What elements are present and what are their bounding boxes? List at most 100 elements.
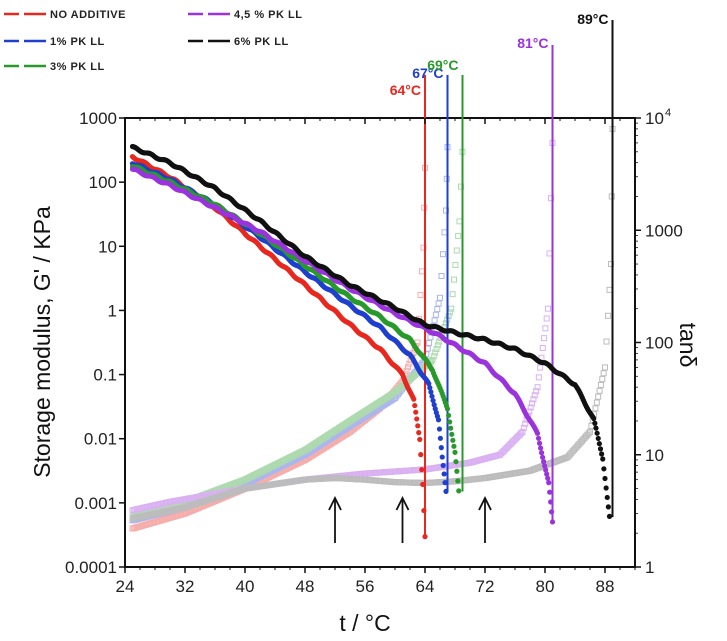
- storage-modulus-point: [605, 504, 611, 510]
- storage-modulus-point: [535, 435, 542, 441]
- series-tan-delta-4: [129, 125, 616, 522]
- tan-delta-point: [605, 312, 611, 319]
- x-tick-label: 80: [536, 577, 555, 596]
- y-right-tick-label: 1: [645, 558, 654, 577]
- storage-modulus-point: [416, 430, 422, 436]
- gel-temperature-label: 81°C: [517, 35, 548, 51]
- storage-modulus-point: [437, 435, 443, 441]
- y-left-axis-title: Storage modulus, G' / KPa: [29, 206, 55, 478]
- x-tick-label: 40: [236, 577, 255, 596]
- storage-modulus-point: [441, 471, 447, 477]
- legend: NO ADDITIVE 1% PK LL 3% PK LL 4,5 % PK LL 6%…: [4, 9, 302, 73]
- storage-modulus-point: [456, 488, 462, 494]
- tan-delta-point: [448, 305, 455, 312]
- storage-modulus-point: [411, 396, 417, 402]
- tan-delta-point: [522, 420, 529, 427]
- storage-modulus-point: [537, 445, 544, 451]
- minimum-arrow: [328, 495, 342, 543]
- legend-item-0: NO ADDITIVE: [4, 9, 126, 21]
- storage-modulus-point: [538, 450, 545, 456]
- storage-modulus-point: [449, 431, 455, 437]
- storage-modulus-point: [541, 459, 547, 465]
- tan-delta-point: [527, 404, 534, 411]
- legend-label: NO ADDITIVE: [50, 9, 126, 21]
- tan-delta-point: [585, 430, 592, 437]
- storage-modulus-point: [447, 419, 453, 425]
- tan-delta-point: [595, 393, 602, 400]
- tan-delta-point: [434, 342, 441, 349]
- tan-delta-point: [435, 300, 442, 307]
- x-tick-label: 88: [596, 577, 615, 596]
- series-storage-modulus-0: 64°C: [129, 75, 428, 540]
- storage-modulus-point: [452, 449, 458, 455]
- tan-delta-point: [596, 387, 603, 394]
- storage-modulus-point: [543, 467, 549, 473]
- tan-delta-point: [531, 392, 538, 399]
- tan-delta-point: [542, 325, 549, 332]
- y-left-tick-label: 10: [98, 237, 117, 256]
- storage-modulus-point: [599, 451, 605, 457]
- tan-delta-point: [426, 339, 433, 346]
- storage-modulus-point: [415, 423, 421, 429]
- tick-layer: 24 32 40 48 56 64 72 80 88 1000 100 10 1 0.1 0.01 0.001…: [65, 107, 683, 596]
- tan-delta-point: [455, 232, 462, 239]
- arrow-annotations: [328, 495, 492, 543]
- y-right-tick-label: 1000: [645, 221, 683, 240]
- storage-modulus-point: [604, 494, 610, 501]
- tan-delta-point: [597, 381, 604, 388]
- storage-modulus-point: [419, 467, 425, 473]
- arrow-head: [395, 495, 410, 511]
- tan-delta-point: [588, 422, 595, 429]
- tan-delta-point: [436, 338, 443, 345]
- legend-item-3: 4,5 % PK LL: [188, 9, 302, 21]
- y-right-tick-label: 10: [645, 446, 664, 465]
- storage-modulus-point: [601, 466, 607, 472]
- y-left-tick-label: 0.1: [93, 366, 117, 385]
- series-storage-modulus-3: 81°C: [129, 35, 556, 525]
- tan-delta-point: [432, 349, 439, 356]
- tan-delta-point: [433, 345, 440, 352]
- y-left-tick-label: 100: [89, 173, 117, 192]
- storage-modulus-point: [440, 462, 446, 469]
- tan-delta-point: [441, 229, 448, 236]
- storage-modulus-point: [591, 415, 597, 422]
- legend-item-4: 6% PK LL: [188, 36, 288, 48]
- storage-modulus-point: [429, 393, 435, 399]
- storage-modulus-point: [545, 475, 551, 481]
- tan-delta-point: [451, 276, 457, 283]
- tan-delta-point: [600, 370, 607, 377]
- y-left-tick-label: 1000: [79, 109, 117, 128]
- tan-delta-point: [404, 364, 411, 371]
- x-axis-title: t / °C: [339, 610, 390, 636]
- storage-modulus-point: [451, 443, 457, 449]
- storage-modulus-point: [453, 459, 459, 465]
- tan-delta-point: [539, 344, 546, 351]
- x-tick-label: 64: [416, 577, 435, 596]
- tan-delta-point: [541, 335, 548, 342]
- tan-delta-point: [545, 305, 551, 312]
- storage-modulus-point: [596, 441, 602, 447]
- tan-delta-point: [403, 367, 410, 374]
- tan-delta-point: [533, 388, 540, 395]
- storage-modulus-point: [414, 416, 420, 422]
- storage-modulus-point: [540, 454, 546, 460]
- tan-delta-point: [520, 424, 527, 431]
- tan-delta-point: [417, 292, 424, 299]
- gel-temperature-label: 64°C: [390, 82, 421, 98]
- gel-temperature-label: 67°C: [412, 65, 443, 81]
- minimum-arrow: [478, 495, 492, 543]
- storage-modulus-point: [439, 454, 445, 460]
- legend-label: 1% PK LL: [50, 36, 105, 48]
- storage-modulus-point: [606, 513, 613, 519]
- tan-delta-point: [587, 428, 593, 435]
- storage-modulus-point: [445, 412, 452, 419]
- tan-delta-point: [546, 250, 553, 257]
- tan-delta-point: [529, 400, 536, 407]
- storage-modulus-point: [428, 389, 434, 395]
- minimum-arrow: [395, 495, 410, 543]
- tan-delta-point: [543, 315, 550, 322]
- storage-modulus-point: [594, 430, 600, 436]
- series-storage-modulus-4: 89°C: [129, 11, 614, 519]
- storage-modulus-point: [436, 426, 443, 432]
